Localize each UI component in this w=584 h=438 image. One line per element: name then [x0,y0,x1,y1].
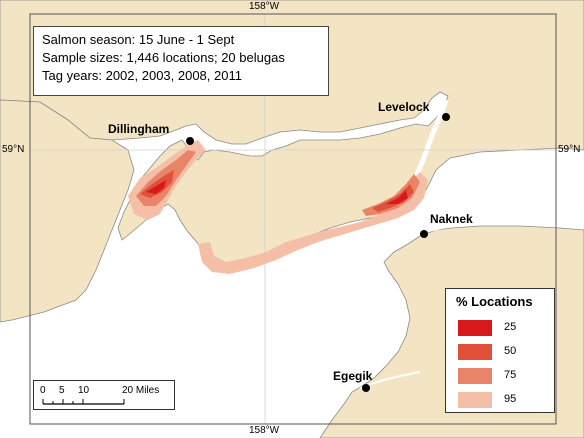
scale-tick-5: 5 [59,385,65,396]
legend-title: % Locations [456,294,533,309]
density-75-kvichak [362,174,420,216]
density-25-kvichak [386,190,408,204]
lat-label-left: 59°N [2,144,25,155]
legend-label-25: 25 [504,321,517,333]
dillingham-marker[interactable] [186,137,194,145]
density-95-coast [198,172,428,274]
legend-swatch-95 [458,392,492,408]
legend-label-75: 75 [504,369,517,381]
map-border [29,13,557,425]
density-25-nushagak [146,180,166,194]
levelock-marker[interactable] [442,113,450,121]
scale-bar: 0 5 10 20 Miles [33,380,175,410]
lat-label-right: 59°N [558,144,581,155]
legend-label-50: 50 [504,345,517,357]
info-sample-sizes: Sample sizes: 1,446 locations; 20 beluga… [42,50,285,65]
egegik-marker[interactable] [362,384,370,392]
scale-tick-20: 20 Miles [122,385,160,396]
info-season: Salmon season: 15 June - 1 Sept [42,32,235,47]
lon-label-bottom: 158°W [249,425,280,436]
scale-tick-10: 10 [78,385,90,396]
lon-label-top: 158°W [249,1,280,12]
place-label-dillingham: Dillingham [108,122,170,136]
place-label-naknek: Naknek [430,212,473,226]
legend-item-95: 95 [458,392,548,408]
info-box: Salmon season: 15 June - 1 Sept Sample s… [33,26,329,96]
scale-labels: 0 5 10 20 Miles [34,385,176,399]
place-label-levelock: Levelock [378,100,430,114]
naknek-marker[interactable] [420,230,428,238]
river-naknek [423,209,561,233]
info-tag-years: Tag years: 2002, 2003, 2008, 2011 [42,68,242,83]
density-50-kvichak [372,184,414,212]
legend-swatch-25 [458,320,492,336]
place-label-egegik: Egegik [333,369,373,383]
legend-swatch-50 [458,344,492,360]
legend-item-75: 75 [458,368,548,384]
legend-label-95: 95 [504,393,517,405]
legend-item-25: 25 [458,320,548,336]
legend-swatch-75 [458,368,492,384]
scale-tick-0: 0 [40,385,46,396]
legend-item-50: 50 [458,344,548,360]
scale-bar-graphic [42,399,125,405]
land-west-peninsula [0,99,135,323]
legend: % Locations 25 50 75 95 [445,288,555,413]
